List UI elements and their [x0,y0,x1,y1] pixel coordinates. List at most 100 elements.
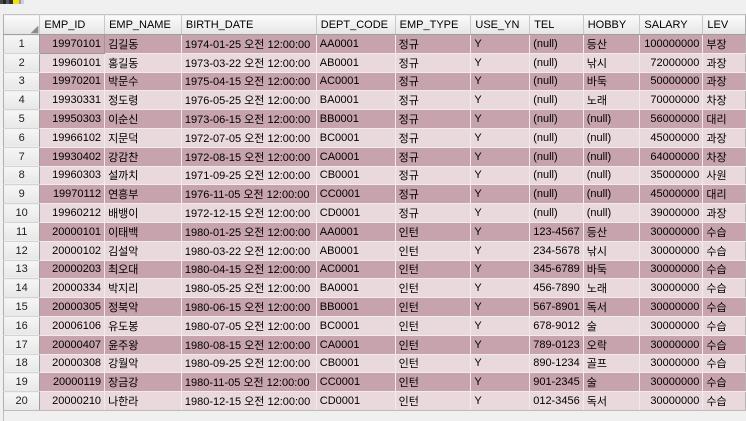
row-number[interactable]: 14 [2,278,41,299]
column-header-lev[interactable]: LEV [702,14,746,35]
column-header-birth-date[interactable]: BIRTH_DATE [181,14,317,35]
cell-lev[interactable]: 수습 [702,335,746,355]
row-number[interactable]: 11 [2,222,41,242]
cell-dept-code[interactable]: BA0001 [316,90,396,111]
cell-lev[interactable]: 차장 [702,147,746,167]
cell-salary[interactable]: 30000000 [639,354,704,374]
cell-birth-date[interactable]: 1976-11-05 오전 12:00:00 [181,184,317,205]
row-number[interactable]: 18 [2,354,41,374]
cell-hobby[interactable]: 노래 [583,278,641,299]
cell-hobby[interactable]: 낚시 [583,53,641,73]
cell-emp-id[interactable]: 19960212 [39,203,106,223]
cell-tel[interactable]: 012-3456 [529,391,584,411]
cell-tel[interactable]: (null) [529,184,584,205]
cell-tel[interactable]: 234-5678 [529,241,584,261]
cell-emp-name[interactable]: 정북악 [104,297,182,317]
cell-tel[interactable]: (null) [529,109,584,129]
cell-tel[interactable]: (null) [529,147,584,167]
cell-hobby[interactable]: 독서 [583,297,641,317]
cell-hobby[interactable]: (null) [583,184,641,205]
cell-emp-type[interactable]: 정규 [395,203,472,223]
cell-lev[interactable]: 과장 [702,203,746,223]
cell-tel[interactable]: 890-1234 [529,354,584,374]
cell-emp-type[interactable]: 정규 [395,166,472,186]
row-number[interactable]: 13 [2,260,41,280]
cell-birth-date[interactable]: 1980-03-22 오전 12:00:00 [181,241,317,261]
cell-salary[interactable]: 64000000 [639,147,704,167]
cell-emp-id[interactable]: 19966102 [39,128,106,148]
cell-birth-date[interactable]: 1980-06-15 오전 12:00:00 [181,297,317,317]
cell-hobby[interactable]: 오락 [583,335,641,355]
cell-lev[interactable]: 과장 [702,128,746,148]
cell-birth-date[interactable]: 1980-08-15 오전 12:00:00 [181,335,317,355]
cell-dept-code[interactable]: CB0001 [316,354,396,374]
column-header-tel[interactable]: TEL [529,14,584,35]
cell-lev[interactable]: 수습 [702,241,746,261]
row-number[interactable]: 5 [2,109,41,129]
cell-emp-type[interactable]: 정규 [395,184,472,205]
cell-emp-name[interactable]: 강월악 [104,354,182,374]
column-header-emp-id[interactable]: EMP_ID [39,14,106,35]
cell-birth-date[interactable]: 1974-01-25 오전 12:00:00 [181,34,317,54]
cell-emp-name[interactable]: 연흥부 [104,184,182,205]
cell-emp-name[interactable]: 배뱅이 [104,203,182,223]
cell-use-yn[interactable]: Y [470,109,531,129]
cell-hobby[interactable]: (null) [583,147,641,167]
cell-birth-date[interactable]: 1972-07-05 오전 12:00:00 [181,128,317,148]
cell-use-yn[interactable]: Y [470,53,531,73]
cell-salary[interactable]: 50000000 [639,72,704,92]
cell-emp-type[interactable]: 인턴 [395,372,472,393]
cell-emp-id[interactable]: 19970101 [39,34,106,54]
cell-emp-type[interactable]: 정규 [395,109,472,129]
cell-tel[interactable]: 901-2345 [529,372,584,393]
cell-hobby[interactable]: (null) [583,109,641,129]
select-all-corner[interactable]: ◢ [2,14,41,35]
cell-tel[interactable]: (null) [529,166,584,186]
cell-emp-name[interactable]: 김길동 [104,34,182,54]
cell-emp-name[interactable]: 최오대 [104,260,182,280]
cell-tel[interactable]: 567-8901 [529,297,584,317]
cell-dept-code[interactable]: CD0001 [316,391,396,411]
column-header-emp-name[interactable]: EMP_NAME [104,14,182,35]
cell-emp-type[interactable]: 인턴 [395,241,472,261]
cell-dept-code[interactable]: AC0001 [316,260,396,280]
cell-tel[interactable]: 345-6789 [529,260,584,280]
cell-emp-id[interactable]: 20000407 [39,335,106,355]
cell-hobby[interactable]: 등산 [583,222,641,242]
cell-lev[interactable]: 수습 [702,260,746,280]
cell-dept-code[interactable]: AB0001 [316,241,396,261]
cell-birth-date[interactable]: 1973-03-22 오전 12:00:00 [181,53,317,73]
cell-salary[interactable]: 30000000 [639,316,704,336]
cell-birth-date[interactable]: 1972-12-15 오전 12:00:00 [181,203,317,223]
cell-birth-date[interactable]: 1980-04-15 오전 12:00:00 [181,260,317,280]
row-number[interactable]: 8 [2,166,41,186]
cell-emp-name[interactable]: 박지리 [104,278,182,299]
cell-lev[interactable]: 수습 [702,316,746,336]
row-number[interactable]: 6 [2,128,41,148]
cell-salary[interactable]: 39000000 [639,203,704,223]
cell-hobby[interactable]: (null) [583,128,641,148]
row-number[interactable]: 7 [2,147,41,167]
row-number[interactable]: 2 [2,53,41,73]
cell-dept-code[interactable]: BA0001 [316,278,396,299]
cell-dept-code[interactable]: BB0001 [316,109,396,129]
cell-salary[interactable]: 30000000 [639,297,704,317]
cell-emp-name[interactable]: 박문수 [104,72,182,92]
cell-hobby[interactable]: 바둑 [583,72,641,92]
cell-emp-id[interactable]: 19930331 [39,90,106,111]
cell-emp-name[interactable]: 강감찬 [104,147,182,167]
cell-dept-code[interactable]: CA0001 [316,335,396,355]
cell-use-yn[interactable]: Y [470,203,531,223]
cell-lev[interactable]: 수습 [702,278,746,299]
cell-hobby[interactable]: 바둑 [583,260,641,280]
cell-emp-name[interactable]: 장금강 [104,372,182,393]
row-number[interactable]: 3 [2,72,41,92]
cell-tel[interactable]: 678-9012 [529,316,584,336]
cell-emp-id[interactable]: 19970201 [39,72,106,92]
cell-use-yn[interactable]: Y [470,391,531,411]
cell-emp-id[interactable]: 20000102 [39,241,106,261]
cell-tel[interactable]: (null) [529,90,584,111]
cell-use-yn[interactable]: Y [470,90,531,111]
cell-emp-type[interactable]: 정규 [395,90,472,111]
cell-use-yn[interactable]: Y [470,34,531,54]
